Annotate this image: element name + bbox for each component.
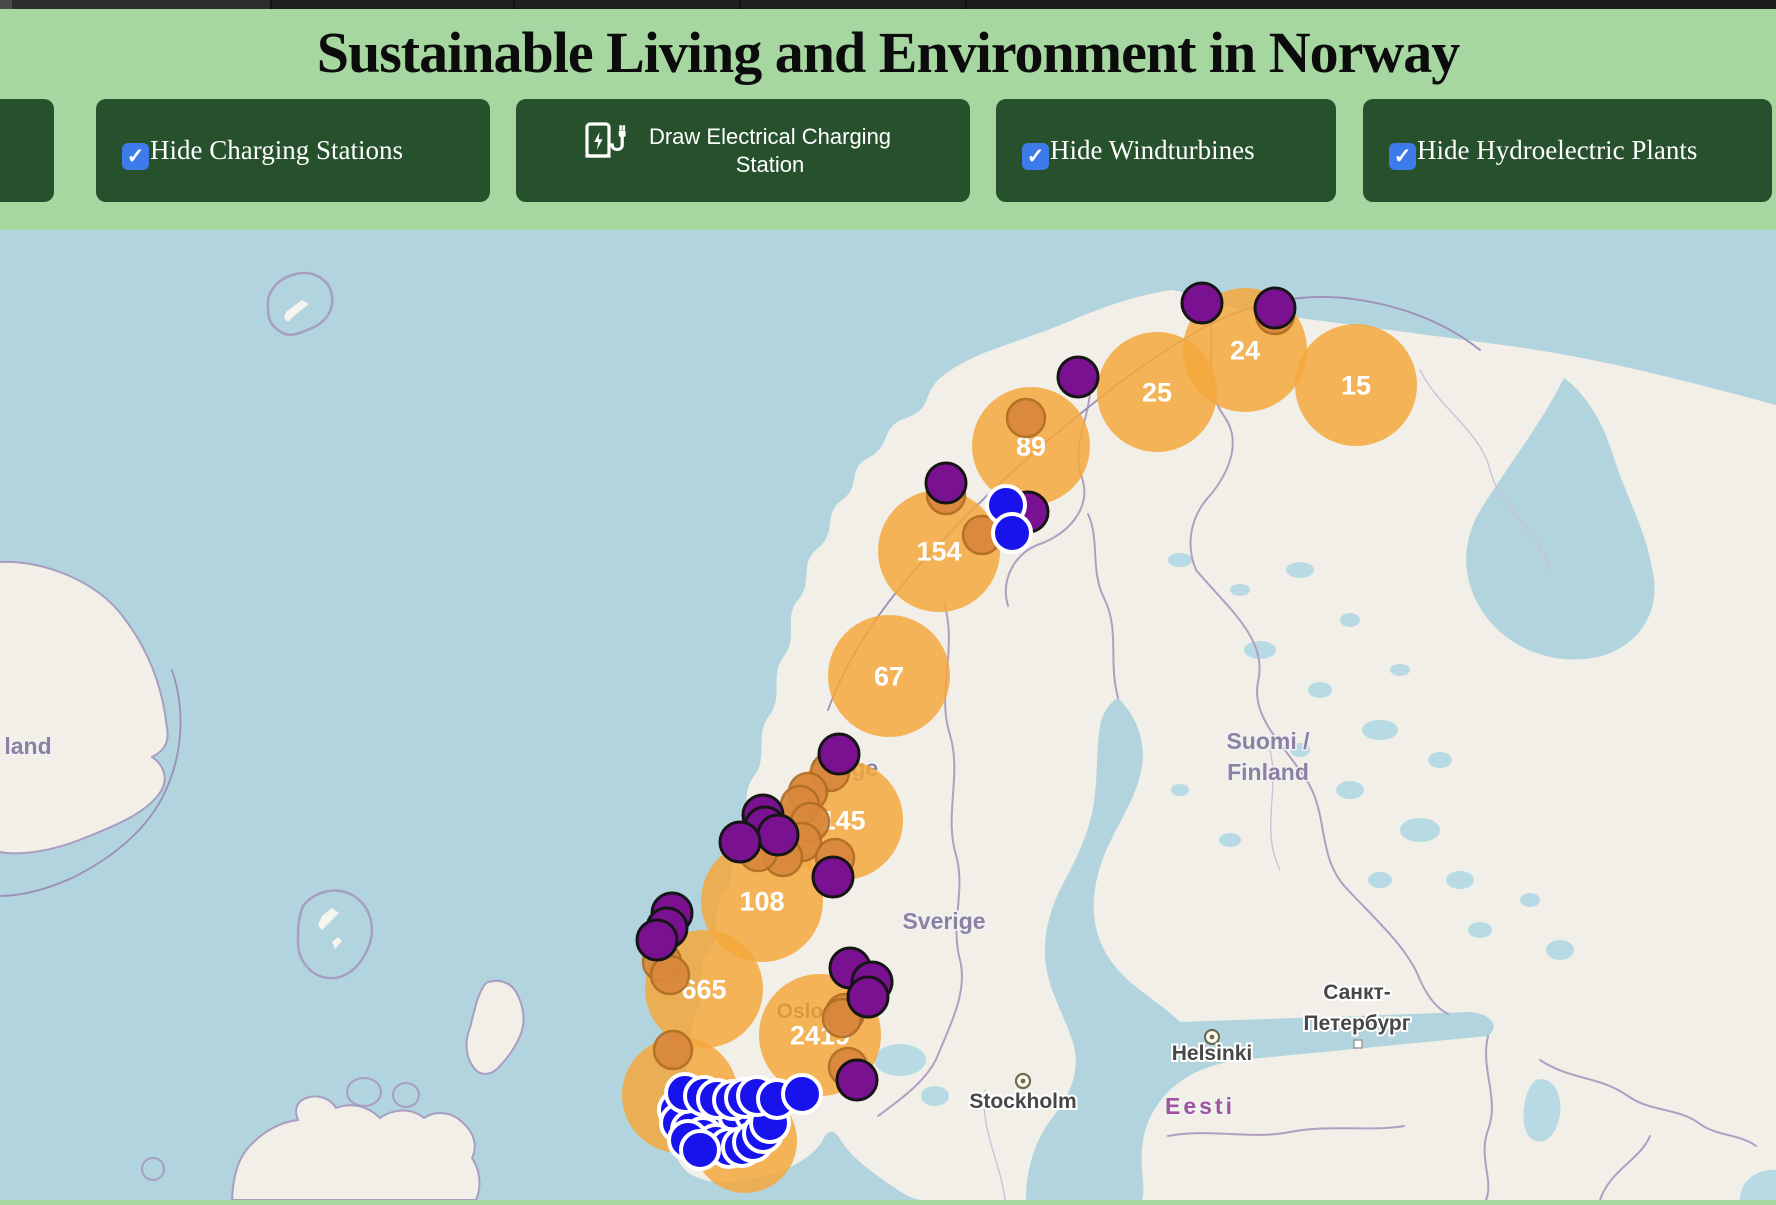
windturbine-marker[interactable] bbox=[924, 461, 968, 505]
topbar-segment bbox=[967, 0, 1776, 9]
topbar-segment bbox=[0, 0, 12, 9]
windturbine-marker[interactable] bbox=[846, 975, 890, 1019]
draw-charging-station-label: Draw Electrical Charging Station bbox=[648, 123, 892, 177]
windturbine-marker[interactable] bbox=[718, 820, 762, 864]
city-label: Санкт- bbox=[1323, 981, 1391, 1004]
topbar-segment bbox=[515, 0, 741, 9]
iceland-coast-boundary bbox=[0, 560, 169, 855]
hydro-plant-marker[interactable] bbox=[679, 1129, 721, 1171]
country-label: Eesti bbox=[1165, 1093, 1235, 1119]
baltic-sea bbox=[1026, 698, 1494, 1200]
scotland-land bbox=[230, 1095, 481, 1201]
country-label: Finland bbox=[1227, 759, 1309, 785]
st-petersburg-town-icon bbox=[1353, 1039, 1363, 1049]
ev-charger-icon bbox=[585, 121, 626, 158]
hydro-plant-layer bbox=[657, 484, 1033, 1171]
windturbine-marker[interactable] bbox=[635, 918, 679, 962]
city-label: Stockholm bbox=[969, 1090, 1076, 1113]
hide-windturbines-button[interactable]: ✓ Hide Windturbines bbox=[996, 99, 1336, 202]
shetland-land bbox=[465, 979, 525, 1075]
cluster-count: 108 bbox=[739, 886, 784, 916]
partial-button[interactable] bbox=[0, 99, 54, 202]
city-label: Петербург bbox=[1304, 1012, 1411, 1035]
checkbox-checked-icon[interactable]: ✓ bbox=[122, 142, 149, 170]
country-label: land bbox=[4, 733, 51, 759]
checkbox-checked-icon[interactable]: ✓ bbox=[1389, 142, 1416, 170]
jan-mayen-island bbox=[284, 300, 309, 322]
cluster-count: 67 bbox=[874, 661, 904, 691]
topbar-segment bbox=[12, 0, 272, 9]
hide-hydroelectric-plants-label: Hide Hydroelectric Plants bbox=[1417, 134, 1698, 165]
hide-hydroelectric-plants-button[interactable]: ✓ Hide Hydroelectric Plants bbox=[1363, 99, 1772, 202]
windturbine-marker[interactable] bbox=[817, 732, 861, 776]
hide-charging-stations-button[interactable]: ✓ Hide Charging Stations bbox=[96, 99, 490, 202]
windturbine-marker[interactable] bbox=[1180, 281, 1224, 325]
city-icons bbox=[1014, 1028, 1363, 1090]
windturbine-marker[interactable] bbox=[811, 855, 855, 899]
cluster-count: 154 bbox=[916, 536, 961, 566]
iceland-land bbox=[0, 561, 168, 854]
browser-top-strip bbox=[0, 0, 1776, 9]
white-sea bbox=[1466, 378, 1655, 660]
topbar-segment bbox=[272, 0, 515, 9]
cluster-count: 25 bbox=[1142, 377, 1172, 407]
orkney-boundary bbox=[392, 1082, 420, 1108]
windturbine-marker[interactable] bbox=[1056, 355, 1100, 399]
stockholm-town-icon-dot bbox=[1020, 1078, 1026, 1084]
windturbine-layer bbox=[635, 281, 1297, 1102]
faroe-islets bbox=[318, 908, 342, 949]
orkney-boundary bbox=[346, 1077, 382, 1107]
hide-windturbines-label: Hide Windturbines bbox=[1050, 134, 1255, 165]
windturbine-marker[interactable] bbox=[1253, 286, 1297, 330]
app-header: Sustainable Living and Environment in No… bbox=[0, 9, 1776, 230]
topbar-segment bbox=[741, 0, 967, 9]
country-borders bbox=[877, 301, 1757, 1201]
helsinki-town-icon-dot bbox=[1209, 1034, 1215, 1040]
country-label: Suomi / bbox=[1226, 728, 1310, 754]
charging-station-marker[interactable] bbox=[1005, 397, 1047, 439]
faroe-boundary bbox=[296, 889, 374, 980]
windturbine-marker[interactable] bbox=[835, 1058, 879, 1102]
jan-mayen-boundary bbox=[266, 271, 334, 336]
cluster-count: 15 bbox=[1341, 370, 1371, 400]
country-label: Sverige bbox=[902, 908, 985, 934]
hydro-plant-marker[interactable] bbox=[781, 1073, 823, 1115]
draw-charging-station-button[interactable]: Draw Electrical Charging Station bbox=[516, 99, 970, 202]
charging-station-cluster[interactable]: 67 bbox=[828, 615, 950, 737]
lakes bbox=[874, 553, 1776, 1200]
charging-station-cluster[interactable]: 15 bbox=[1295, 324, 1417, 446]
islet-boundary bbox=[141, 1157, 165, 1181]
charging-station-cluster[interactable]: 25 bbox=[1097, 332, 1217, 452]
cluster-count: 24 bbox=[1230, 335, 1260, 365]
city-label: Helsinki bbox=[1172, 1042, 1253, 1065]
checkbox-checked-icon[interactable]: ✓ bbox=[1022, 142, 1049, 170]
charging-station-marker[interactable] bbox=[649, 954, 691, 996]
windturbine-marker[interactable] bbox=[756, 813, 800, 857]
page-title: Sustainable Living and Environment in No… bbox=[316, 20, 1461, 85]
hide-charging-stations-label: Hide Charging Stations bbox=[150, 134, 403, 165]
hydro-plant-marker[interactable] bbox=[991, 512, 1033, 554]
charging-station-marker[interactable] bbox=[652, 1029, 694, 1071]
